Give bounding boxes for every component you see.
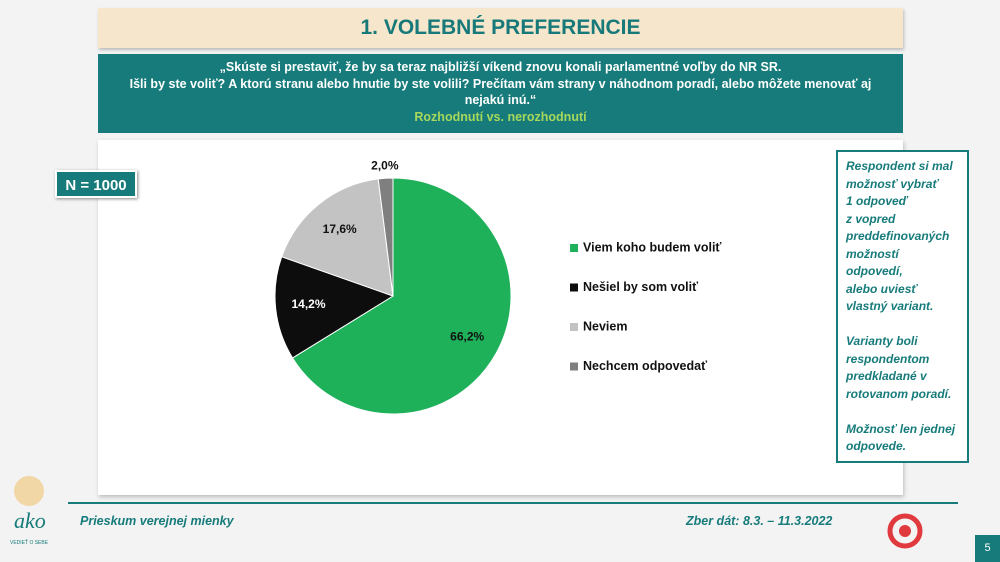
note-line: preddefinovaných <box>846 229 950 243</box>
data-label: 66,2% <box>450 330 484 344</box>
sample-size: N = 1000 <box>55 170 137 198</box>
note-line: možností <box>846 246 899 261</box>
partner-logo <box>887 513 923 549</box>
note-line: odpovede. <box>846 439 907 453</box>
data-label: 17,6% <box>323 222 357 236</box>
note-paragraph: Možnosť len jednej odpovede. <box>846 421 967 456</box>
pie-slice <box>281 178 394 297</box>
note-box: Respondent si mal možnosť vybrať 1 odpoveď… <box>836 150 969 463</box>
note-line: 1 odpoveď <box>846 194 908 208</box>
legend-swatch <box>570 283 578 292</box>
note-line: Respondent si mal <box>846 159 953 173</box>
legend-label: Neviem <box>583 319 627 333</box>
logo-head <box>14 476 44 506</box>
note-line: respondentom <box>846 351 930 366</box>
logo: ako <box>14 508 46 533</box>
question-line: Išli by ste voliť? A ktorú stranu alebo … <box>129 76 872 91</box>
note-line: vlastný variant. <box>846 299 934 313</box>
question-box: „Skúste si prestaviť, že by sa teraz naj… <box>98 54 903 133</box>
pie-slice <box>274 256 395 359</box>
note-line: možnosť vybrať <box>846 176 939 191</box>
logo-ring <box>887 513 923 549</box>
note-line: Možnosť len jednej <box>846 421 956 436</box>
pie-slice <box>377 177 394 297</box>
data-label: 2,0% <box>371 158 399 172</box>
data-label: 14,2% <box>292 297 326 311</box>
legend-label: Viem koho budem voliť <box>583 240 721 254</box>
question-line: nejakú inú.“ <box>464 93 537 107</box>
legend-label: Nechcem odpovedať <box>583 359 707 373</box>
footer-line <box>68 502 958 504</box>
page-number: 5 <box>975 535 1000 562</box>
footer-left: Prieskum verejnej mienky <box>80 514 234 528</box>
note-line: odpovedí, <box>846 264 903 278</box>
legend-swatch <box>570 323 578 331</box>
question-line: „Skúste si prestaviť, že by sa teraz naj… <box>219 60 782 74</box>
legend-label: Nešiel by som voliť <box>583 280 698 294</box>
footer-right: Zber dát: 8.3. – 11.3.2022 <box>686 514 833 528</box>
note-paragraph: Varianty boli respondentom predkladané v ro… <box>846 333 967 403</box>
subtitle: Rozhodnutí vs. nerozhodnutí <box>414 109 587 124</box>
note-line: z vopred <box>846 211 896 226</box>
note-paragraph: Respondent si mal možnosť vybrať 1 odpoveď… <box>846 158 967 316</box>
note-line: alebo uviesť <box>846 281 918 296</box>
note-line: predkladané v <box>846 369 927 383</box>
note-line: Varianty boli <box>846 334 918 348</box>
legend-swatch <box>570 244 578 252</box>
slide-title: 1. VOLEBNÉ PREFERENCIE <box>98 8 903 48</box>
legend-swatch <box>570 362 578 371</box>
note-line: rotovanom poradí. <box>846 386 952 401</box>
logo-dot <box>899 525 911 537</box>
pie-slice <box>291 177 512 415</box>
logo-tagline: VEDIEŤ O SEBE <box>10 540 49 546</box>
